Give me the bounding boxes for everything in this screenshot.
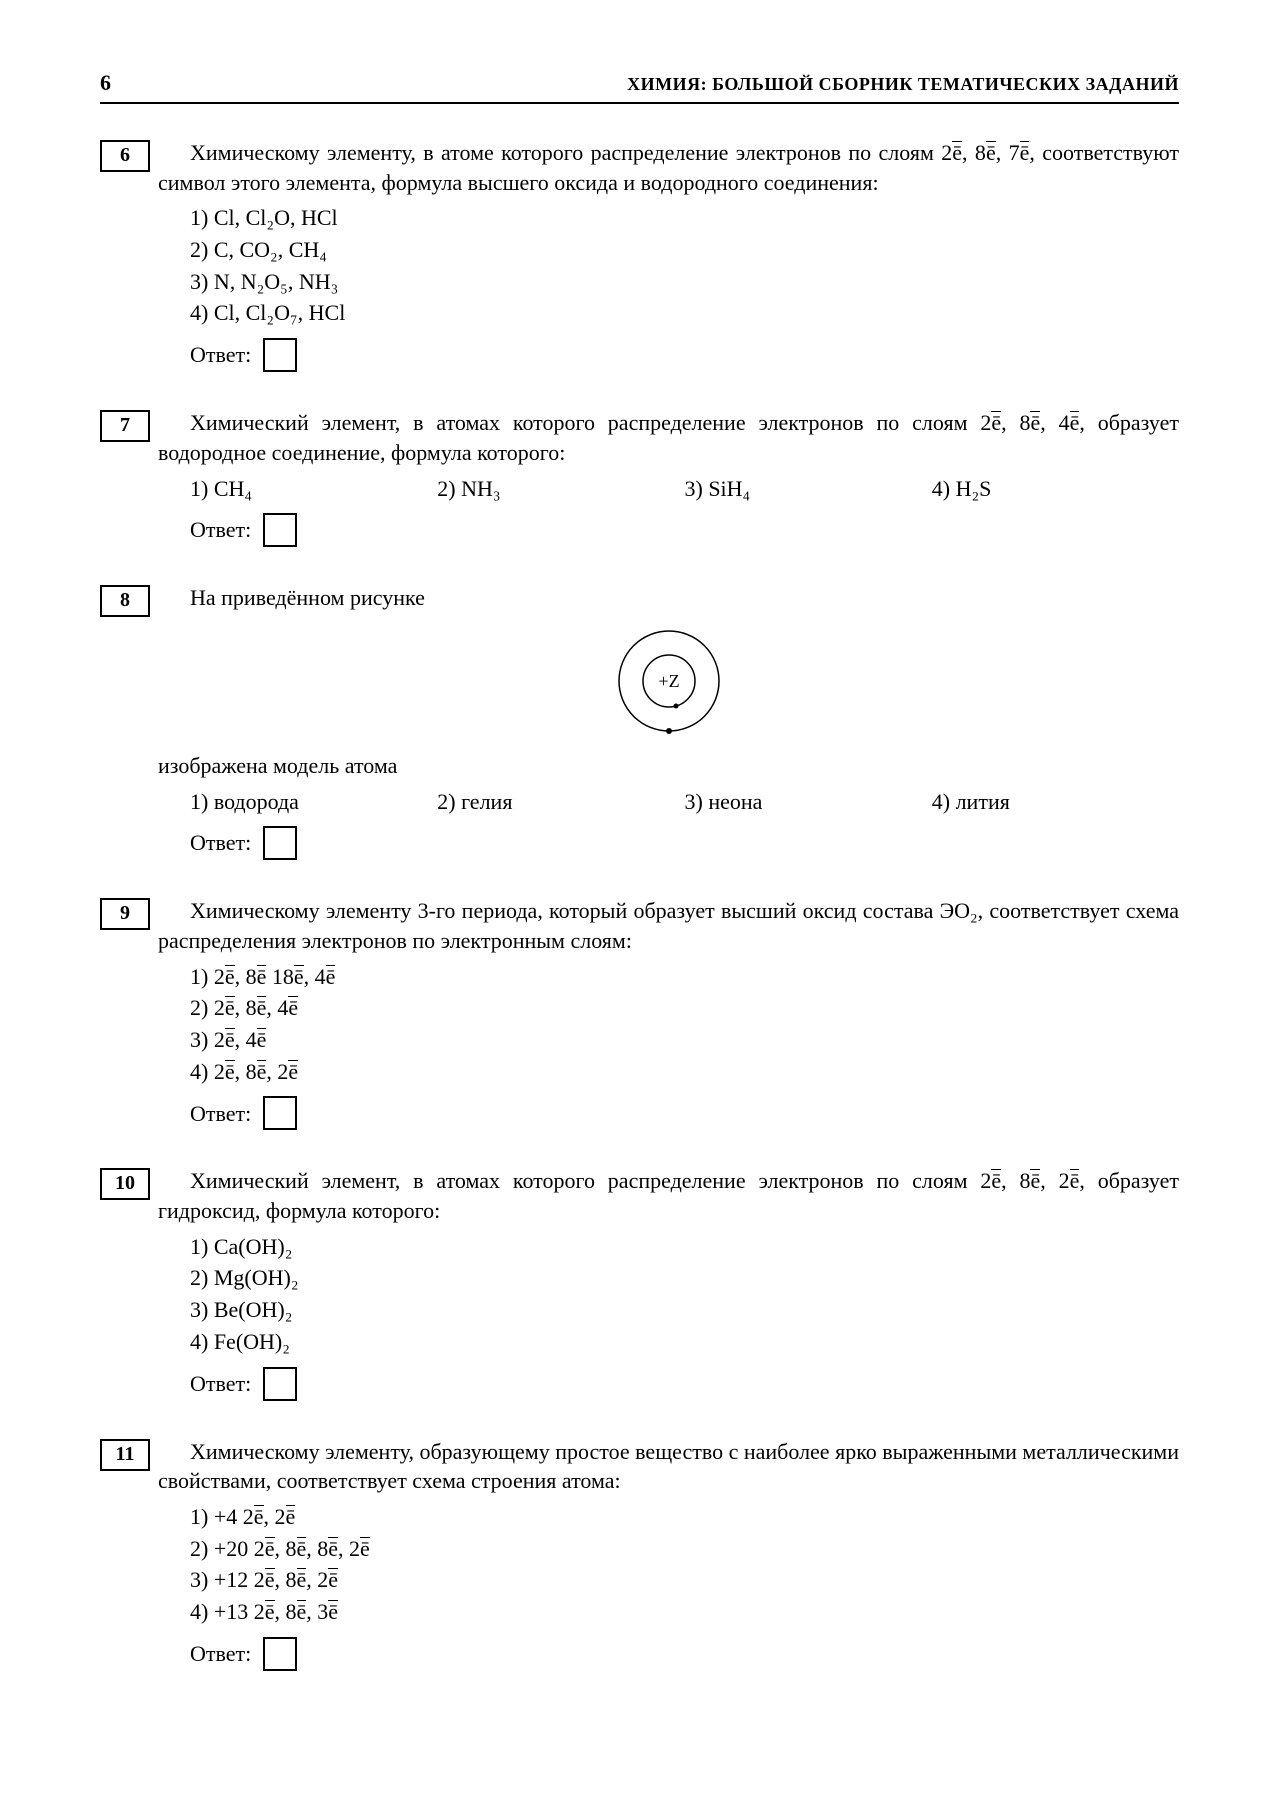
atom-diagram-icon: +Z <box>594 621 744 741</box>
page: 6 ХИМИЯ: БОЛЬШОЙ СБОРНИК ТЕМАТИЧЕСКИХ ЗА… <box>0 0 1269 1797</box>
answer-label: Ответ: <box>190 1369 251 1399</box>
problem-stem: Химическому элементу 3-го периода, котор… <box>158 896 1179 955</box>
options-block: 1) 2ē, 8ē 18ē, 4ē 2) 2ē, 8ē, 4ē 3) 2ē, 4… <box>190 962 1179 1087</box>
stem-text: Химическому элементу, образующему просто… <box>158 1439 1179 1494</box>
answer-label: Ответ: <box>190 1099 251 1129</box>
problem-10: 10 Химический элемент, в атомах которого… <box>100 1166 1179 1400</box>
option-4: 4) Fe(OH)₂ <box>190 1327 1179 1357</box>
answer-line: Ответ: <box>190 1637 1179 1671</box>
answer-label: Ответ: <box>190 340 251 370</box>
option-3: 3) SiH₄ <box>685 474 932 504</box>
problem-stem: Химическому элементу, в атоме которого р… <box>158 138 1179 197</box>
option-1: 1) Cl, Cl₂O, HCl <box>190 203 1179 233</box>
problem-6: 6 Химическому элементу, в атоме которого… <box>100 138 1179 372</box>
option-3: 3) +12 2ē, 8ē, 2ē <box>190 1565 1179 1595</box>
problem-number-box: 8 <box>100 585 150 617</box>
problem-9: 9 Химическому элементу 3-го периода, кот… <box>100 896 1179 1130</box>
answer-box[interactable] <box>263 338 297 372</box>
option-1: 1) 2ē, 8ē 18ē, 4ē <box>190 962 1179 992</box>
options-row: 1) CH₄ 2) NH₃ 3) SiH₄ 4) H₂S <box>190 474 1179 504</box>
option-2: 2) C, CO₂, CH₄ <box>190 235 1179 265</box>
problem-body: Химическому элементу 3-го периода, котор… <box>158 896 1179 1130</box>
option-4: 4) H₂S <box>932 474 1179 504</box>
answer-box[interactable] <box>263 1637 297 1671</box>
options-row: 1) водорода 2) гелия 3) неона 4) лития <box>190 787 1179 817</box>
option-2: 2) NH₃ <box>437 474 684 504</box>
problem-number-col: 7 <box>100 408 158 442</box>
nucleus-label: +Z <box>658 671 679 691</box>
options-block: 1) Cl, Cl₂O, HCl 2) C, CO₂, CH₄ 3) N, N₂… <box>190 203 1179 328</box>
stem-text: Химический элемент, в атомах которого ра… <box>158 410 1179 465</box>
option-2: 2) гелия <box>437 787 684 817</box>
problem-body: На приведённом рисунке +Z изображена мод… <box>158 583 1179 860</box>
stem-text: Химическому элементу 3-го периода, котор… <box>158 898 1179 953</box>
problem-number-box: 10 <box>100 1168 150 1200</box>
problem-body: Химическому элементу, в атоме которого р… <box>158 138 1179 372</box>
problem-body: Химический элемент, в атомах которого ра… <box>158 1166 1179 1400</box>
problem-number-col: 6 <box>100 138 158 172</box>
problem-body: Химическому элементу, образующему просто… <box>158 1437 1179 1671</box>
option-3: 3) N, N₂O₅, NH₃ <box>190 267 1179 297</box>
problem-stem-b: изображена модель атома <box>158 751 1179 781</box>
answer-label: Ответ: <box>190 828 251 858</box>
problem-body: Химический элемент, в атомах которого ра… <box>158 408 1179 547</box>
option-2: 2) 2ē, 8ē, 4ē <box>190 993 1179 1023</box>
stem-text: Химический элемент, в атомах которого ра… <box>158 1168 1179 1223</box>
option-1: 1) +4 2ē, 2ē <box>190 1502 1179 1532</box>
answer-box[interactable] <box>263 826 297 860</box>
atom-figure: +Z <box>158 621 1179 741</box>
option-1: 1) водорода <box>190 787 437 817</box>
page-title: ХИМИЯ: БОЛЬШОЙ СБОРНИК ТЕМАТИЧЕСКИХ ЗАДА… <box>111 74 1179 95</box>
answer-line: Ответ: <box>190 338 1179 372</box>
option-4: 4) 2ē, 8ē, 2ē <box>190 1057 1179 1087</box>
answer-label: Ответ: <box>190 1639 251 1669</box>
problem-number-col: 8 <box>100 583 158 617</box>
option-1: 1) Ca(OH)₂ <box>190 1232 1179 1262</box>
option-4: 4) +13 2ē, 8ē, 3ē <box>190 1597 1179 1627</box>
stem-text: Химическому элементу, в атоме которого р… <box>158 140 1179 195</box>
problem-number-col: 10 <box>100 1166 158 1200</box>
problem-number-col: 9 <box>100 896 158 930</box>
option-3: 3) Be(OH)₂ <box>190 1295 1179 1325</box>
option-3: 3) неона <box>685 787 932 817</box>
page-number: 6 <box>100 70 111 96</box>
options-block: 1) +4 2ē, 2ē 2) +20 2ē, 8ē, 8ē, 2ē 3) +1… <box>190 1502 1179 1627</box>
option-4: 4) лития <box>932 787 1179 817</box>
problem-7: 7 Химический элемент, в атомах которого … <box>100 408 1179 547</box>
answer-box[interactable] <box>263 513 297 547</box>
problem-number-box: 6 <box>100 140 150 172</box>
answer-box[interactable] <box>263 1367 297 1401</box>
option-2: 2) +20 2ē, 8ē, 8ē, 2ē <box>190 1534 1179 1564</box>
problem-stem-a: На приведённом рисунке <box>158 583 1179 613</box>
problem-number-box: 9 <box>100 898 150 930</box>
problem-number-col: 11 <box>100 1437 158 1471</box>
option-2: 2) Mg(OH)₂ <box>190 1263 1179 1293</box>
stem-text: На приведённом рисунке <box>190 585 425 610</box>
answer-line: Ответ: <box>190 1367 1179 1401</box>
problem-stem: Химический элемент, в атомах которого ра… <box>158 408 1179 467</box>
option-3: 3) 2ē, 4ē <box>190 1025 1179 1055</box>
problem-11: 11 Химическому элементу, образующему про… <box>100 1437 1179 1671</box>
answer-box[interactable] <box>263 1096 297 1130</box>
answer-line: Ответ: <box>190 826 1179 860</box>
answer-line: Ответ: <box>190 513 1179 547</box>
problem-number-box: 7 <box>100 410 150 442</box>
options-block: 1) Ca(OH)₂ 2) Mg(OH)₂ 3) Be(OH)₂ 4) Fe(O… <box>190 1232 1179 1357</box>
problem-8: 8 На приведённом рисунке +Z изображена м… <box>100 583 1179 860</box>
option-1: 1) CH₄ <box>190 474 437 504</box>
problem-number-box: 11 <box>100 1439 150 1471</box>
problem-stem: Химическому элементу, образующему просто… <box>158 1437 1179 1496</box>
page-header: 6 ХИМИЯ: БОЛЬШОЙ СБОРНИК ТЕМАТИЧЕСКИХ ЗА… <box>100 70 1179 104</box>
answer-label: Ответ: <box>190 515 251 545</box>
option-4: 4) Cl, Cl₂O₇, HCl <box>190 298 1179 328</box>
answer-line: Ответ: <box>190 1096 1179 1130</box>
problem-stem: Химический элемент, в атомах которого ра… <box>158 1166 1179 1225</box>
